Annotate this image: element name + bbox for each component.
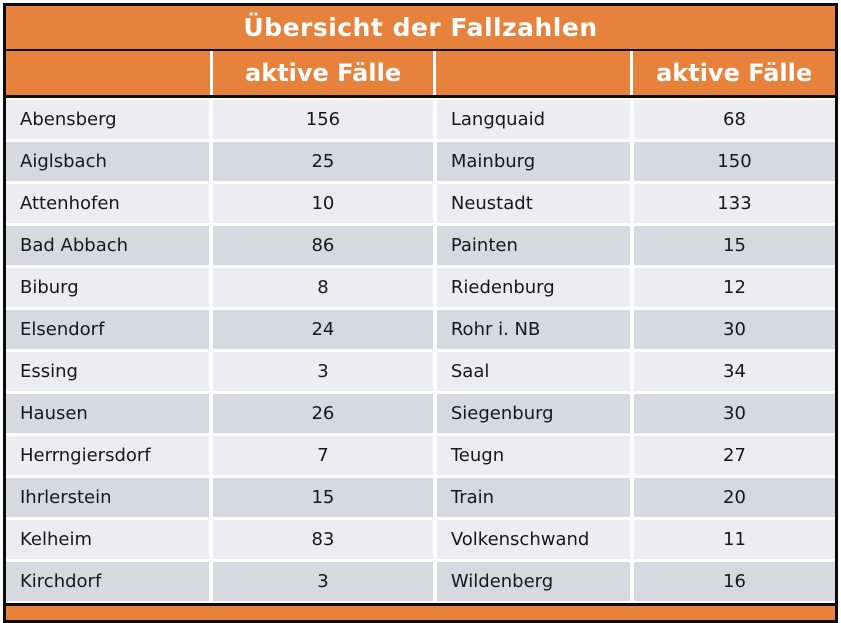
municipality-name: Mainburg <box>436 142 630 181</box>
active-cases-value: 7 <box>213 436 433 475</box>
municipality-name: Herrngiersdorf <box>6 436 209 475</box>
municipality-name: Rohr i. NB <box>436 310 630 349</box>
divider-line <box>6 49 835 51</box>
table-row: Hausen 26 Siegenburg 30 <box>6 394 835 433</box>
table-row: Herrngiersdorf 7 Teugn 27 <box>6 436 835 475</box>
active-cases-value: 150 <box>633 142 835 181</box>
municipality-name: Kelheim <box>6 520 209 559</box>
active-cases-value: 24 <box>213 310 433 349</box>
active-cases-value: 25 <box>213 142 433 181</box>
municipality-name: Langquaid <box>436 100 630 139</box>
municipality-name: Essing <box>6 352 209 391</box>
header-cell-empty-right <box>436 51 631 95</box>
active-cases-value: 3 <box>213 562 433 601</box>
active-cases-value: 3 <box>213 352 433 391</box>
active-cases-value: 156 <box>213 100 433 139</box>
municipality-name: Saal <box>436 352 630 391</box>
active-cases-value: 26 <box>213 394 433 433</box>
active-cases-value: 133 <box>633 184 835 223</box>
municipality-name: Painten <box>436 226 630 265</box>
municipality-name: Ihrlerstein <box>6 478 209 517</box>
municipality-name: Teugn <box>436 436 630 475</box>
table-row: Bad Abbach 86 Painten 15 <box>6 226 835 265</box>
active-cases-value: 68 <box>633 100 835 139</box>
table-body: Abensberg 156 Langquaid 68 Aiglsbach 25 … <box>6 98 835 603</box>
table-row: Elsendorf 24 Rohr i. NB 30 <box>6 310 835 349</box>
municipality-name: Bad Abbach <box>6 226 209 265</box>
municipality-name: Hausen <box>6 394 209 433</box>
table-row: Kelheim 83 Volkenschwand 11 <box>6 520 835 559</box>
active-cases-value: 12 <box>633 268 835 307</box>
municipality-name: Attenhofen <box>6 184 209 223</box>
divider-line <box>6 95 835 98</box>
table-title: Übersicht der Fallzahlen <box>6 6 835 49</box>
municipality-name: Train <box>436 478 630 517</box>
active-cases-value: 11 <box>633 520 835 559</box>
active-cases-value: 30 <box>633 310 835 349</box>
municipality-name: Biburg <box>6 268 209 307</box>
table-row: Ihrlerstein 15 Train 20 <box>6 478 835 517</box>
municipality-name: Aiglsbach <box>6 142 209 181</box>
table-row: Essing 3 Saal 34 <box>6 352 835 391</box>
header-cell-active-cases-right: aktive Fälle <box>633 51 835 95</box>
table-row: Aiglsbach 25 Mainburg 150 <box>6 142 835 181</box>
active-cases-value: 10 <box>213 184 433 223</box>
divider-line <box>6 603 835 606</box>
municipality-name: Siegenburg <box>436 394 630 433</box>
table-row: Attenhofen 10 Neustadt 133 <box>6 184 835 223</box>
header-cell-empty-left <box>6 51 210 95</box>
municipality-name: Abensberg <box>6 100 209 139</box>
active-cases-value: 8 <box>213 268 433 307</box>
table-row: Abensberg 156 Langquaid 68 <box>6 100 835 139</box>
municipality-name: Elsendorf <box>6 310 209 349</box>
municipality-name: Kirchdorf <box>6 562 209 601</box>
footer-orange-strip <box>6 606 835 620</box>
header-cell-active-cases-left: aktive Fälle <box>212 51 434 95</box>
municipality-name: Volkenschwand <box>436 520 630 559</box>
table-row: Biburg 8 Riedenburg 12 <box>6 268 835 307</box>
municipality-name: Neustadt <box>436 184 630 223</box>
table-header-row: aktive Fälle aktive Fälle <box>6 51 835 95</box>
active-cases-value: 30 <box>633 394 835 433</box>
active-cases-value: 83 <box>213 520 433 559</box>
municipality-name: Riedenburg <box>436 268 630 307</box>
active-cases-value: 15 <box>213 478 433 517</box>
municipality-name: Wildenberg <box>436 562 630 601</box>
active-cases-value: 86 <box>213 226 433 265</box>
active-cases-value: 27 <box>633 436 835 475</box>
active-cases-value: 20 <box>633 478 835 517</box>
active-cases-value: 16 <box>633 562 835 601</box>
table-row: Kirchdorf 3 Wildenberg 16 <box>6 562 835 601</box>
case-numbers-table: Übersicht der Fallzahlen aktive Fälle ak… <box>3 3 838 623</box>
active-cases-value: 34 <box>633 352 835 391</box>
active-cases-value: 15 <box>633 226 835 265</box>
